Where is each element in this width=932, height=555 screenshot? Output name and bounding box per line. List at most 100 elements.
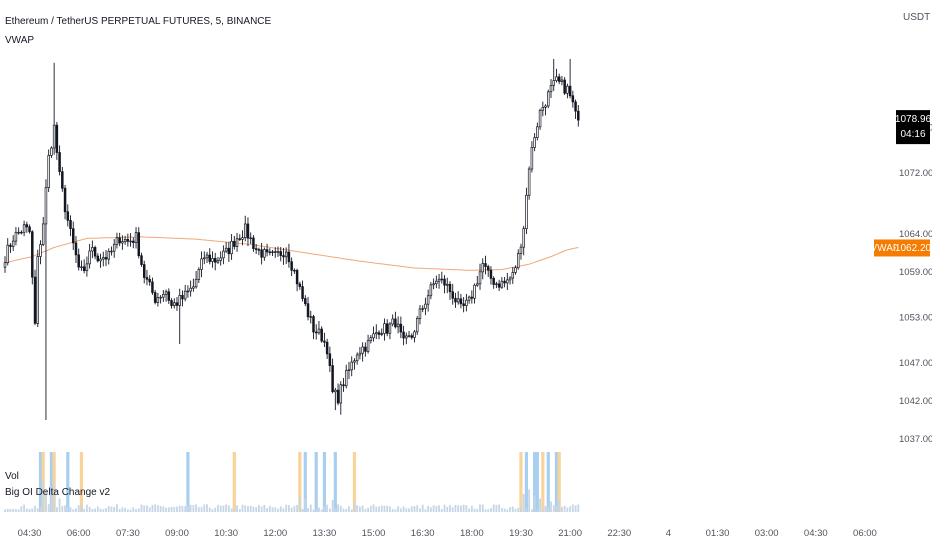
volume-bar	[233, 508, 236, 512]
candle	[476, 275, 479, 287]
volume-bar	[356, 505, 359, 512]
candles	[3, 59, 580, 420]
volume-bar	[167, 507, 170, 512]
candle	[290, 257, 293, 277]
candle	[492, 276, 495, 289]
candle-body	[241, 237, 244, 240]
candle-body	[126, 239, 130, 242]
candle	[421, 305, 424, 313]
candle	[28, 224, 31, 234]
time-tick-label: 03:00	[755, 528, 779, 539]
time-tick-label: 01:30	[706, 528, 730, 539]
price-tick-label: 1047.00	[899, 358, 932, 369]
candle-body	[254, 248, 258, 250]
candle	[304, 295, 307, 307]
candle	[418, 304, 422, 325]
volume-bar	[375, 506, 378, 512]
candle-body	[96, 255, 100, 262]
volume-bar	[481, 504, 484, 512]
volume-bar	[476, 508, 479, 512]
candle	[385, 319, 389, 337]
candle-body	[20, 231, 23, 234]
volume-bar	[184, 506, 187, 512]
time-axis: 04:30 06:00 07:30 09:00 10:30 12:00 13:30 15:00…	[18, 528, 877, 539]
candle	[470, 290, 474, 304]
volume-bar	[91, 508, 94, 512]
candle	[358, 346, 362, 360]
candle-body	[347, 369, 351, 371]
candle	[547, 89, 550, 109]
vwap-legend-label[interactable]: VWAP	[5, 35, 35, 46]
candle-body	[424, 303, 427, 309]
volume-bar	[470, 505, 473, 512]
volume-bar	[94, 508, 96, 512]
candle	[151, 277, 154, 295]
candle-body	[298, 283, 302, 287]
indicator-legend-label[interactable]: Big OI Delta Change v2	[5, 487, 111, 498]
volume-bar	[203, 504, 206, 512]
candle-body	[93, 247, 97, 257]
last-price-badge	[896, 110, 930, 145]
volume-bar	[530, 509, 533, 512]
candle	[481, 258, 485, 280]
oi-delta-down-bar	[519, 452, 523, 512]
volume-bar	[9, 509, 12, 512]
candle	[142, 260, 146, 284]
oi-delta-down-bar	[352, 452, 357, 512]
symbol-title[interactable]: Ethereum / TetherUS PERPETUAL FUTURES, 5…	[5, 16, 272, 27]
candle-body	[118, 237, 121, 244]
candle	[14, 227, 18, 246]
candle-body	[167, 291, 171, 301]
candle	[339, 381, 343, 415]
oi-delta-up-bar	[38, 452, 43, 512]
candle	[50, 146, 53, 159]
candle	[164, 289, 168, 302]
candle	[44, 179, 48, 420]
volume-legend-label[interactable]: Vol	[5, 471, 19, 482]
volume-bar	[75, 508, 77, 512]
volume-bar	[23, 504, 26, 512]
volume-bar	[536, 509, 539, 512]
candle-body	[508, 277, 512, 281]
volume-bar	[342, 508, 345, 512]
candle-body	[233, 240, 236, 247]
candle-body	[216, 260, 220, 263]
candle-body	[74, 242, 78, 256]
candle-body	[364, 346, 367, 352]
oi-delta-up-bar	[49, 452, 54, 512]
candle-body	[435, 280, 438, 285]
volume-bar	[69, 507, 72, 512]
candle	[36, 249, 40, 328]
candle-body	[467, 296, 471, 301]
candle-body	[295, 270, 299, 285]
candle-body	[402, 331, 405, 339]
candle	[500, 277, 504, 289]
oi-delta-down-bar	[232, 452, 236, 512]
volume-bar	[490, 508, 492, 512]
volume-bar	[102, 509, 105, 512]
candle-body	[413, 331, 416, 338]
candle	[525, 187, 528, 234]
candle-body	[246, 223, 250, 239]
volume-bar	[192, 505, 195, 512]
volume-bar	[511, 506, 514, 512]
candle-body	[173, 302, 176, 306]
candle-body	[312, 316, 315, 333]
candle-body	[506, 279, 509, 284]
candle	[347, 361, 351, 379]
volume-bar	[561, 506, 563, 512]
candle-body	[432, 283, 435, 286]
candle-body	[137, 232, 141, 257]
candle	[55, 121, 59, 160]
volume-bar	[424, 509, 427, 512]
volume-bar	[498, 504, 501, 512]
price-tick-label: 1064.00	[899, 229, 932, 240]
price-tick-label: 1042.00	[899, 396, 932, 407]
volume-bar	[315, 508, 318, 512]
candle	[39, 240, 42, 265]
oi-delta-up-bar	[533, 452, 537, 512]
candle-body	[574, 101, 577, 112]
volume-bar	[427, 505, 430, 512]
